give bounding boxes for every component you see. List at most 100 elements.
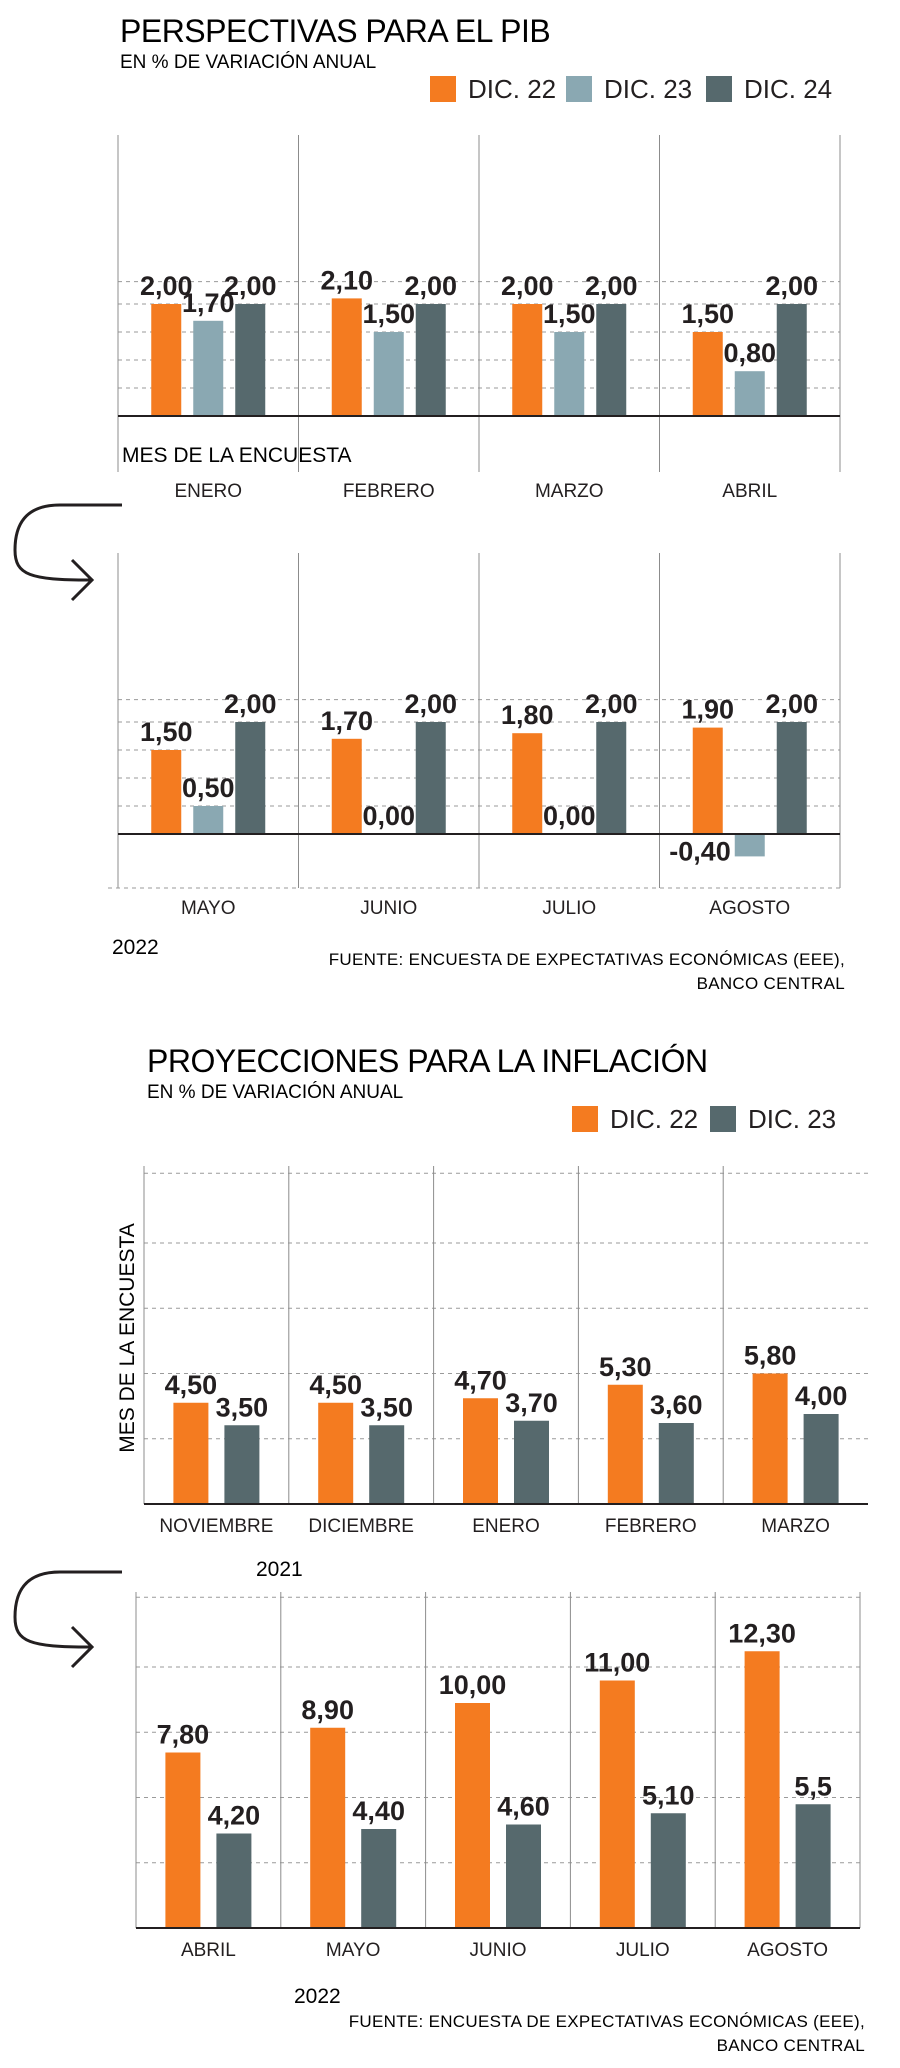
legend-swatch-dic-23 xyxy=(710,1106,736,1132)
value-label-dic-23-junio: 4,60 xyxy=(497,1792,550,1822)
curved-arrow-icon xyxy=(13,503,122,602)
bar-dic-22-junio xyxy=(455,1703,490,1928)
bar-dic-23-agosto xyxy=(795,1804,831,1928)
value-label-dic-22-mayo: 8,90 xyxy=(301,1695,354,1725)
inflation-title: PROYECCIONES PARA LA INFLACIÓN xyxy=(147,1043,708,1079)
bar-dic-23-agosto xyxy=(734,834,765,857)
legend-swatch-dic-22 xyxy=(572,1106,598,1132)
pib-subtitle: EN % DE VARIACIÓN ANUAL xyxy=(120,51,376,73)
inflation-year-label-2: 2022 xyxy=(294,1985,341,2008)
value-label-dic-22-marzo: 2,00 xyxy=(501,271,554,301)
bar-dic-23-febrero xyxy=(373,332,404,416)
bar-dic-23-enero xyxy=(193,320,224,416)
bar-dic-24-julio xyxy=(596,722,627,834)
category-label-enero: ENERO xyxy=(472,1516,540,1537)
value-label-dic-23-mayo: 0,50 xyxy=(182,773,235,803)
category-label-marzo: MARZO xyxy=(535,481,604,502)
value-label-dic-23-abril: 4,20 xyxy=(208,1801,261,1831)
bar-dic-24-febrero xyxy=(415,304,446,416)
bar-dic-22-marzo xyxy=(752,1373,788,1504)
bar-dic-22-diciembre xyxy=(318,1402,354,1504)
bar-dic-24-abril xyxy=(776,304,807,416)
bar-dic-22-julio xyxy=(599,1680,635,1928)
pib-title: PERSPECTIVAS PARA EL PIB xyxy=(120,13,550,49)
value-label-dic-23-marzo: 4,00 xyxy=(795,1381,848,1411)
value-label-dic-22-enero: 4,70 xyxy=(454,1365,507,1395)
bar-dic-22-febrero xyxy=(331,298,362,416)
value-label-dic-23-noviembre: 3,50 xyxy=(216,1392,269,1422)
value-label-dic-23-enero: 3,70 xyxy=(505,1388,558,1418)
value-label-dic-22-febrero: 5,30 xyxy=(599,1352,652,1382)
bar-dic-22-abril xyxy=(692,332,723,416)
value-label-dic-22-febrero: 2,10 xyxy=(320,265,373,295)
value-label-dic-24-abril: 2,00 xyxy=(765,271,818,301)
inflation-subtitle: EN % DE VARIACIÓN ANUAL xyxy=(147,1081,403,1103)
value-label-dic-22-julio: 11,00 xyxy=(584,1648,650,1678)
inflation-legend: DIC. 22 DIC. 23 xyxy=(572,1104,836,1134)
bar-dic-22-julio xyxy=(512,733,543,834)
pib-axis-label: MES DE LA ENCUESTA xyxy=(122,444,352,467)
bar-dic-23-julio xyxy=(650,1813,686,1928)
legend-label-dic-22: DIC. 22 xyxy=(610,1104,698,1134)
value-label-dic-23-marzo: 1,50 xyxy=(543,299,596,329)
value-label-dic-22-julio: 1,80 xyxy=(501,700,554,730)
bar-dic-23-diciembre xyxy=(369,1425,405,1504)
bar-dic-23-mayo xyxy=(361,1829,397,1928)
bar-dic-24-agosto xyxy=(776,722,807,834)
category-label-abril: ABRIL xyxy=(181,1940,236,1961)
bar-dic-22-junio xyxy=(331,738,362,834)
value-label-dic-24-julio: 2,00 xyxy=(585,689,638,719)
legend-label-dic-24: DIC. 24 xyxy=(744,74,832,104)
value-label-dic-22-noviembre: 4,50 xyxy=(165,1370,218,1400)
value-label-dic-22-agosto: 1,90 xyxy=(681,695,734,725)
curved-arrow-icon xyxy=(13,1570,122,1669)
category-label-abril: ABRIL xyxy=(722,481,777,502)
category-label-febrero: FEBRERO xyxy=(605,1516,697,1537)
bar-dic-22-noviembre xyxy=(173,1402,209,1504)
value-label-dic-22-enero: 2,00 xyxy=(140,271,193,301)
category-label-agosto: AGOSTO xyxy=(747,1940,828,1961)
legend-label-dic-23: DIC. 23 xyxy=(748,1104,836,1134)
value-label-dic-24-marzo: 2,00 xyxy=(585,271,638,301)
pib-year-label: 2022 xyxy=(112,936,159,959)
inflation-year-label-1: 2021 xyxy=(256,1558,303,1581)
category-label-julio: JULIO xyxy=(542,898,596,919)
bar-dic-24-marzo xyxy=(596,304,627,416)
bar-dic-24-enero xyxy=(235,304,266,416)
inflation-source-line2: BANCO CENTRAL xyxy=(717,2036,865,2055)
pib-source-line2: BANCO CENTRAL xyxy=(697,974,845,993)
value-label-dic-23-febrero: 1,50 xyxy=(362,299,415,329)
inflation-source-line1: FUENTE: ENCUESTA DE EXPECTATIVAS ECONÓMI… xyxy=(349,2012,865,2031)
bar-dic-23-noviembre xyxy=(224,1425,260,1504)
legend-swatch-dic-23 xyxy=(566,76,592,102)
bar-dic-24-junio xyxy=(415,722,446,834)
value-label-dic-22-diciembre: 4,50 xyxy=(309,1370,362,1400)
bar-dic-23-enero xyxy=(514,1420,549,1504)
category-label-diciembre: DICIEMBRE xyxy=(308,1516,414,1537)
pib-panel-top: 2,001,702,00ENERO2,101,502,00FEBRERO2,00… xyxy=(117,135,841,502)
category-label-enero: ENERO xyxy=(174,481,242,502)
legend-label-dic-22: DIC. 22 xyxy=(468,74,556,104)
bar-dic-23-junio xyxy=(506,1824,541,1928)
bar-dic-23-marzo xyxy=(803,1414,839,1504)
value-label-dic-23-agosto: -0,40 xyxy=(669,836,731,866)
value-label-dic-23-julio: 5,10 xyxy=(642,1780,695,1810)
value-label-dic-23-julio: 0,00 xyxy=(543,801,596,831)
category-label-febrero: FEBRERO xyxy=(343,481,435,502)
inflation-panel-bottom: 7,80 4,20 ABRIL 8,90 4,40 MAYO 10,00 4,60 JUNIO 1… xyxy=(135,1592,861,1961)
category-label-noviembre: NOVIEMBRE xyxy=(159,1516,273,1537)
value-label-dic-24-mayo: 2,00 xyxy=(224,689,277,719)
value-label-dic-22-marzo: 5,80 xyxy=(744,1341,797,1371)
bar-dic-22-febrero xyxy=(607,1384,643,1504)
value-label-dic-24-junio: 2,00 xyxy=(404,689,457,719)
bar-dic-22-agosto xyxy=(692,727,723,834)
value-label-dic-23-diciembre: 3,50 xyxy=(360,1392,413,1422)
bar-dic-23-abril xyxy=(734,371,765,416)
bar-dic-22-mayo xyxy=(151,750,182,834)
bar-dic-22-marzo xyxy=(512,304,543,416)
pib-panel-bottom: 1,50 0,50 2,00 MAYO 1,70 0,00 2,00 JUNIO 1,80 0,0… xyxy=(108,553,841,919)
bar-dic-23-febrero xyxy=(658,1423,694,1504)
bar-dic-23-mayo xyxy=(193,806,224,834)
bar-dic-23-marzo xyxy=(554,332,585,416)
